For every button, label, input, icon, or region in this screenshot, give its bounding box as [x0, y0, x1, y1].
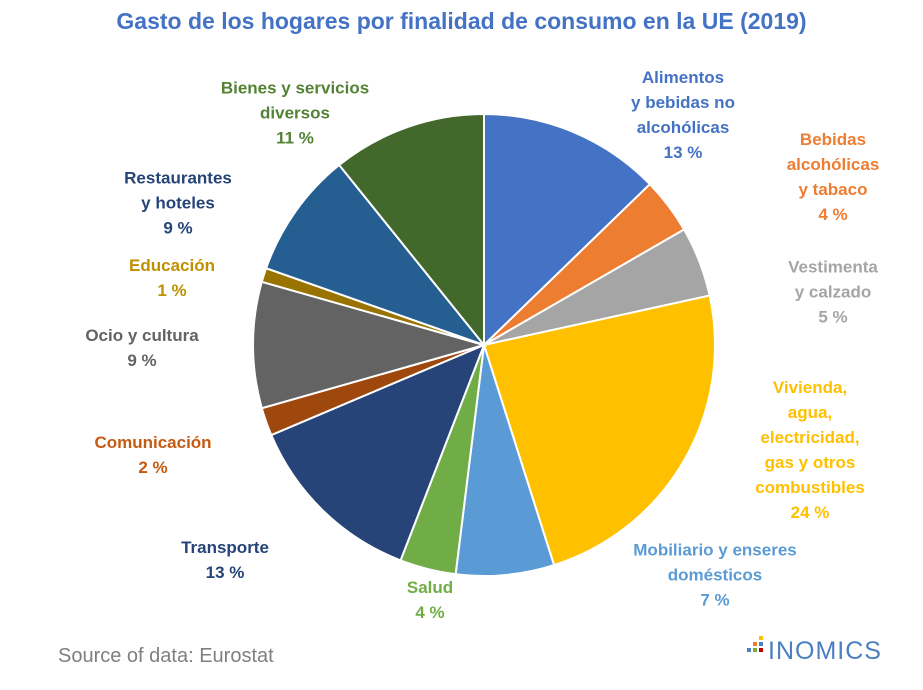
category-label: Restaurantes y hoteles — [124, 168, 232, 213]
slice-label: Ocio y cultura 9 % — [85, 323, 198, 373]
value-label: 2 % — [138, 458, 168, 477]
category-label: Transporte — [181, 538, 269, 557]
category-label: Salud — [406, 578, 454, 597]
value-label: 11 % — [276, 128, 314, 148]
slice-label: Bienes y servicios diversos 11 % — [221, 76, 369, 151]
value-label: 24 % — [790, 503, 830, 522]
slice-label: Comunicación 2 % — [94, 430, 211, 480]
pie-slice — [252, 280, 488, 410]
slice-label: Vestimenta y calzado 5 % — [788, 255, 878, 330]
value-label: 1 % — [157, 281, 187, 300]
category-label: Mobiliario y enseres domésticos — [633, 540, 797, 585]
slice-label: Bebidas alcohólicas y tabaco 4 % — [787, 127, 880, 227]
value-label: 4 % — [415, 603, 445, 622]
category-label: Alimentos y bebidas no alcohólicas — [631, 68, 735, 137]
chart-title: Gasto de los hogares por finalidad de co… — [116, 8, 807, 34]
value-label: 13 % — [205, 563, 245, 582]
slice-label: Transporte 13 % — [181, 535, 269, 585]
pie-slice — [264, 163, 487, 348]
pie-slice — [269, 343, 486, 562]
slice-label: Educación 1 % — [129, 253, 215, 303]
value-label: 9 % — [127, 351, 157, 370]
pie-slice — [482, 294, 716, 567]
value-label: 4 % — [818, 205, 848, 224]
category-label: Vestimenta y calzado — [788, 257, 878, 302]
slice-label: Restaurantes y hoteles 9 % — [124, 166, 232, 241]
slice-label: Mobiliario y enseres domésticos 7 % — [633, 538, 796, 613]
value-label: 7 % — [700, 590, 730, 610]
source-note: Source of data: Eurostat — [58, 645, 274, 667]
category-label: Bebidas alcohólicas y tabaco — [786, 130, 880, 199]
value-label: 5 % — [818, 307, 848, 327]
logo: INOMICS — [768, 637, 882, 665]
pie-slice — [483, 112, 652, 348]
category-label: Educación — [129, 256, 215, 275]
value-label: 13 % — [663, 143, 703, 162]
value-label: 9 % — [163, 218, 193, 238]
logo-icon — [747, 636, 763, 652]
pie-slice — [337, 112, 485, 348]
category-label: Comunicación — [94, 433, 212, 452]
slice-label: Alimentos y bebidas no alcohólicas 13 % — [631, 65, 735, 165]
category-label: Bienes y servicios diversos — [220, 78, 370, 123]
slice-label: Salud 4 % — [407, 575, 453, 625]
category-label: Ocio y cultura — [85, 326, 199, 345]
category-label: Vivienda, agua, electricidad, gas y otro… — [755, 378, 865, 497]
slice-label: Vivienda, agua, electricidad, gas y otro… — [754, 375, 867, 525]
